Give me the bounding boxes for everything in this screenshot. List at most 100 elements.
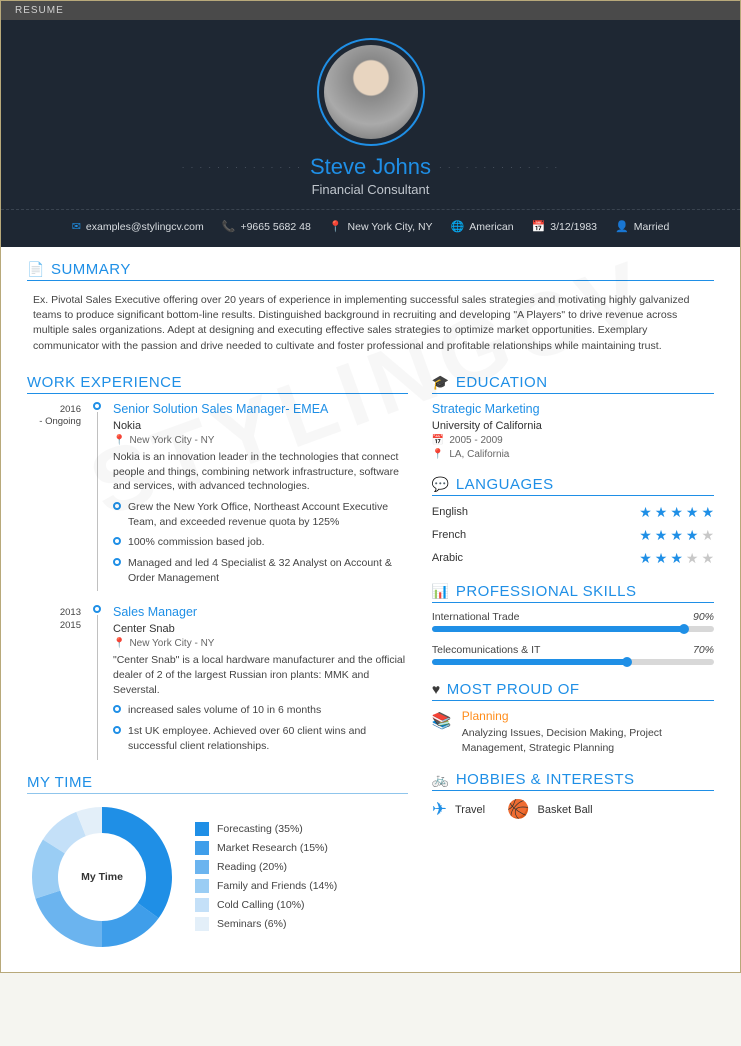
job: 20132015Sales ManagerCenter Snab📍New Yor… <box>27 605 408 759</box>
legend-item: Family and Friends (14%) <box>195 879 408 893</box>
hobby-icon: 🏀 <box>507 799 529 820</box>
star-icon: ★ <box>686 550 699 567</box>
job-bullets: Grew the New York Office, Northeast Acco… <box>113 500 408 585</box>
star-icon: ★ <box>670 550 683 567</box>
skills-heading: 📊 PROFESSIONAL SKILLS <box>432 583 714 603</box>
star-rating: ★★★★★ <box>639 527 714 544</box>
hobby-item: 🏀 Basket Ball <box>507 799 592 820</box>
contact-row: ✉examples@stylingcv.com📞+9665 5682 48📍Ne… <box>1 209 740 233</box>
star-icon: ★ <box>686 504 699 521</box>
skill-name: Telecomunications & IT <box>432 644 541 656</box>
language-name: English <box>432 506 468 518</box>
hero-title: Financial Consultant <box>1 182 740 197</box>
job-body: Sales ManagerCenter Snab📍New York City -… <box>113 605 408 759</box>
contact-icon: 📞 <box>222 220 236 233</box>
job-company: Center Snab <box>113 623 408 635</box>
languages-list: English★★★★★French★★★★★Arabic★★★★★ <box>432 504 714 567</box>
work-heading-text: WORK EXPERIENCE <box>27 374 182 391</box>
star-icon: ★ <box>686 527 699 544</box>
mytime-legend: Forecasting (35%) Market Research (15%) Re… <box>195 817 408 936</box>
legend-label: Reading (20%) <box>217 861 287 873</box>
job-bullet: 1st UK employee. Achieved over 60 client… <box>113 724 408 753</box>
star-icon: ★ <box>701 527 714 544</box>
proud-text: Analyzing Issues, Decision Making, Proje… <box>462 726 714 755</box>
legend-swatch <box>195 841 209 855</box>
legend-item: Forecasting (35%) <box>195 822 408 836</box>
star-icon: ★ <box>655 504 668 521</box>
languages-heading: 💬 LANGUAGES <box>432 476 714 496</box>
legend-label: Cold Calling (10%) <box>217 899 305 911</box>
legend-swatch <box>195 822 209 836</box>
legend-label: Forecasting (35%) <box>217 823 303 835</box>
hobbies-row: ✈ Travel 🏀 Basket Ball <box>432 799 714 820</box>
proud-item: 📚 Planning Analyzing Issues, Decision Ma… <box>432 709 714 755</box>
legend-label: Family and Friends (14%) <box>217 880 337 892</box>
legend-item: Cold Calling (10%) <box>195 898 408 912</box>
job-dates: 2016- Ongoing <box>27 402 81 592</box>
summary-heading-text: SUMMARY <box>51 261 131 278</box>
hobby-item: ✈ Travel <box>432 799 485 820</box>
timeline <box>91 402 103 592</box>
legend-item: Seminars (6%) <box>195 917 408 931</box>
contact-item: 👤Married <box>615 220 669 233</box>
calendar-icon: 📅 <box>432 435 444 446</box>
document-icon: 📄 <box>27 261 45 278</box>
avatar <box>324 45 418 139</box>
job-bullet: Grew the New York Office, Northeast Acco… <box>113 500 408 529</box>
star-icon: ★ <box>670 504 683 521</box>
hero: · · · · · · · · · · · · · · Steve Johns … <box>1 20 740 247</box>
languages-heading-text: LANGUAGES <box>456 476 554 493</box>
donut-slice <box>35 890 102 946</box>
star-icon: ★ <box>655 550 668 567</box>
star-icon: ★ <box>670 527 683 544</box>
job-location: 📍New York City - NY <box>113 435 408 446</box>
language-name: French <box>432 529 466 541</box>
left-column: WORK EXPERIENCE 2016- OngoingSenior Solu… <box>27 374 408 952</box>
edu-years: 2005 - 2009 <box>449 435 502 446</box>
contact-text: 3/12/1983 <box>550 221 597 233</box>
legend-swatch <box>195 860 209 874</box>
pin-icon: 📍 <box>113 638 125 649</box>
top-bar: RESUME <box>1 1 740 20</box>
timeline-line <box>97 412 98 592</box>
right-column: 🎓 EDUCATION Strategic Marketing Universi… <box>432 374 714 952</box>
contact-item: 📅3/12/1983 <box>532 220 597 233</box>
education-heading: 🎓 EDUCATION <box>432 374 714 394</box>
star-icon: ★ <box>639 504 652 521</box>
skill-row: Telecomunications & IT70% <box>432 644 714 665</box>
content: 📄 SUMMARY Ex. Pivotal Sales Executive of… <box>1 247 740 972</box>
job: 2016- OngoingSenior Solution Sales Manag… <box>27 402 408 592</box>
bullet-text: Grew the New York Office, Northeast Acco… <box>128 500 408 529</box>
job-bullet: Managed and led 4 Specialist & 32 Analys… <box>113 556 408 585</box>
bullet-dot-icon <box>113 726 121 734</box>
pin-icon: 📍 <box>432 449 444 460</box>
bullet-dot-icon <box>113 537 121 545</box>
dots-right: · · · · · · · · · · · · · · <box>439 163 559 172</box>
timeline-line <box>97 615 98 759</box>
skill-pct: 90% <box>693 611 714 623</box>
edu-degree: Strategic Marketing <box>432 402 714 416</box>
star-icon: ★ <box>639 527 652 544</box>
job-company: Nokia <box>113 420 408 432</box>
books-icon: 📚 <box>432 709 452 755</box>
hobby-icon: ✈ <box>432 799 447 820</box>
contact-item: ✉examples@stylingcv.com <box>72 220 204 233</box>
heart-icon: ♥ <box>432 681 441 697</box>
hobby-label: Travel <box>455 804 485 816</box>
language-row: English★★★★★ <box>432 504 714 521</box>
mytime-heading-text: MY TIME <box>27 774 92 791</box>
job-desc: "Center Snab" is a local hardware manufa… <box>113 653 408 697</box>
legend-label: Seminars (6%) <box>217 918 286 930</box>
legend-item: Market Research (15%) <box>195 841 408 855</box>
education-heading-text: EDUCATION <box>456 374 548 391</box>
star-icon: ★ <box>639 550 652 567</box>
legend-label: Market Research (15%) <box>217 842 328 854</box>
summary-text: Ex. Pivotal Sales Executive offering ove… <box>27 289 714 368</box>
star-icon: ★ <box>655 527 668 544</box>
contact-icon: ✉ <box>72 220 81 233</box>
proud-heading: ♥ MOST PROUD OF <box>432 681 714 701</box>
skill-name: International Trade <box>432 611 520 623</box>
hobby-label: Basket Ball <box>538 804 593 816</box>
job-title: Sales Manager <box>113 605 408 619</box>
contact-icon: 🌐 <box>451 220 465 233</box>
